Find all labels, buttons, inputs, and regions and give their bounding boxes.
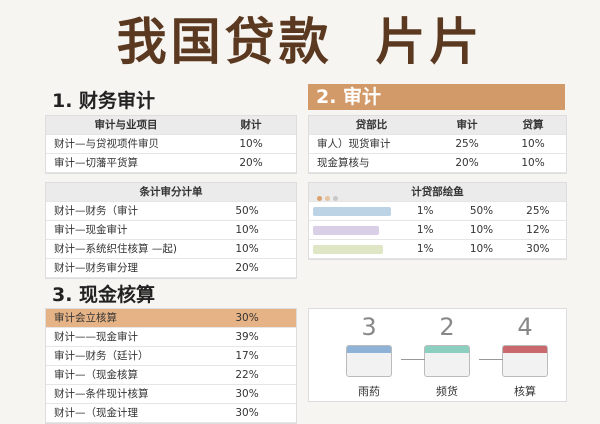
table-cell: 财计——现金审计 bbox=[46, 328, 198, 347]
arrow bbox=[401, 359, 425, 360]
table-cell: 现金算核与 bbox=[309, 154, 434, 173]
table-cell: 财计—财务审分理 bbox=[46, 259, 198, 278]
table-cell: 20% bbox=[206, 154, 296, 173]
step-number: 3 bbox=[361, 313, 377, 341]
row-bar bbox=[309, 240, 397, 259]
table-cell: 20% bbox=[434, 154, 500, 173]
table-cell: 审人）现货审计 bbox=[309, 135, 434, 154]
process-step: 4 核算 bbox=[495, 309, 555, 399]
table-cell: 39% bbox=[198, 328, 296, 347]
step-icon bbox=[346, 345, 392, 377]
table-cell: 10% bbox=[453, 240, 510, 259]
table-cell: 1% bbox=[397, 221, 454, 240]
process-step: 2 频货 bbox=[417, 309, 477, 399]
table-cell: 17% bbox=[198, 347, 296, 366]
step-label: 雨葯 bbox=[358, 385, 380, 398]
table-cell: 财计—条件现计核算 bbox=[46, 385, 198, 404]
process-step: 3 雨葯 bbox=[339, 309, 399, 399]
table-cell: 25% bbox=[434, 135, 500, 154]
table-header: 贷部比 bbox=[309, 116, 434, 135]
table-header: 审计会立核算 bbox=[46, 309, 198, 328]
table-cell: 审计—财务（廷计） bbox=[46, 347, 198, 366]
table-header: 计贷部绘鱼 bbox=[309, 183, 566, 202]
section-heading: 1. 财务审计 bbox=[52, 86, 295, 116]
table-cell: 1% bbox=[397, 240, 454, 259]
section-heading: 2. 审计 bbox=[308, 84, 565, 110]
step-icon bbox=[502, 345, 548, 377]
step-label: 核算 bbox=[514, 385, 536, 398]
data-table: 贷部比 审计 贷算审人）现货审计 25% 10% 现金算核与 20% 10% bbox=[308, 115, 567, 174]
table-header: 贷算 bbox=[500, 116, 566, 135]
table-cell: 22% bbox=[198, 366, 296, 385]
decoration bbox=[317, 189, 341, 201]
table-cell: 25% bbox=[509, 202, 566, 221]
table-header: 30% bbox=[198, 309, 296, 328]
table-cell: 20% bbox=[198, 259, 296, 278]
table-cell: 审计—现金审计 bbox=[46, 221, 198, 240]
table-cell: 30% bbox=[198, 385, 296, 404]
table-header: 审计与业项目 bbox=[46, 116, 206, 135]
table-header: 审计 bbox=[434, 116, 500, 135]
table-cell: 财计—（现金计理 bbox=[46, 404, 198, 423]
data-table: 审计会立核算 30% 财计——现金审计 39% 审计—财务（廷计） 17% 审计—（现金核算… bbox=[45, 308, 297, 424]
step-icon bbox=[424, 345, 470, 377]
table-cell: 10% bbox=[500, 135, 566, 154]
table-header: 财计 bbox=[206, 116, 296, 135]
process-panel: 3 雨葯 2 频货 4 核算 bbox=[308, 308, 567, 402]
data-table: 审计与业项目 财计 财计—与贷视项件审贝 10% 审计—切藩平货算 20% bbox=[45, 115, 297, 174]
table-cell: 30% bbox=[198, 404, 296, 423]
page: {"header":{"title":"我国贷款 片片"}, "sections… bbox=[45, 13, 567, 424]
table-cell: 审计—（现金核算 bbox=[46, 366, 198, 385]
table-cell: 10% bbox=[198, 221, 296, 240]
table-cell: 财计—系统织住核算 —起) bbox=[46, 240, 198, 259]
table-header: 条计审分计单 bbox=[46, 183, 296, 202]
step-number: 4 bbox=[517, 313, 533, 341]
data-table: 计贷部绘鱼 1% 50% 25% 1% 10% 12% 1% 10% 30% bbox=[308, 182, 567, 260]
table-cell: 10% bbox=[500, 154, 566, 173]
table-cell: 审计—切藩平货算 bbox=[46, 154, 206, 173]
table-cell: 12% bbox=[509, 221, 566, 240]
row-bar bbox=[309, 221, 397, 240]
table-cell: 1% bbox=[397, 202, 454, 221]
page-title: 我国贷款 片片 bbox=[116, 13, 484, 71]
step-label: 频货 bbox=[436, 385, 458, 398]
table-cell: 10% bbox=[198, 240, 296, 259]
table-cell: 30% bbox=[509, 240, 566, 259]
arrow bbox=[479, 359, 503, 360]
data-table: 条计审分计单 财计—财务（审计 50% 审计—现金审计 10% 财计—系统织住核算 —起)… bbox=[45, 182, 297, 279]
table-cell: 50% bbox=[453, 202, 510, 221]
table-cell: 10% bbox=[453, 221, 510, 240]
row-bar bbox=[309, 202, 397, 221]
step-number: 2 bbox=[439, 313, 455, 341]
table-cell: 财计—与贷视项件审贝 bbox=[46, 135, 206, 154]
section-heading: 3. 现金核算 bbox=[52, 280, 295, 310]
table-cell: 财计—财务（审计 bbox=[46, 202, 198, 221]
table-cell: 50% bbox=[198, 202, 296, 221]
table-cell: 10% bbox=[206, 135, 296, 154]
